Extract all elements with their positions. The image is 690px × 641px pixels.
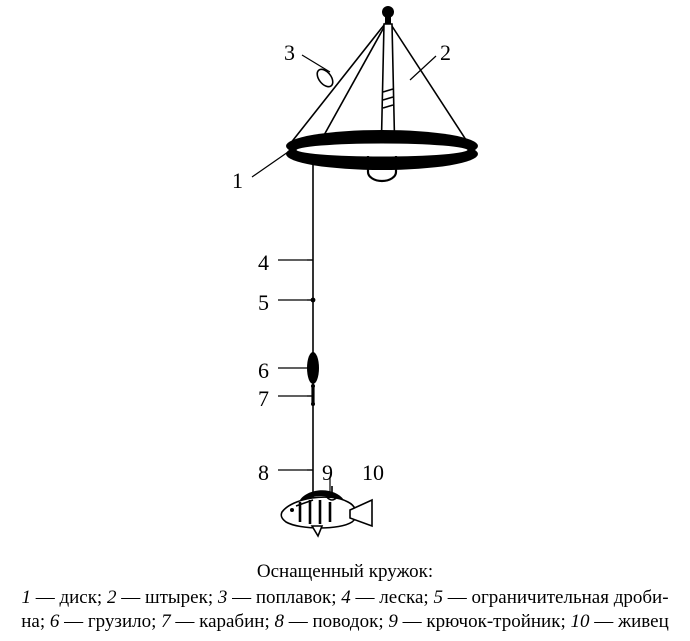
callout-4: 4 (258, 250, 269, 276)
callout-2: 2 (440, 40, 451, 66)
callout-5: 5 (258, 290, 269, 316)
caption-title: Оснащенный кружок: (12, 560, 678, 584)
caption: Оснащенный кружок: 1 — диск; 2 — штырек;… (0, 560, 690, 641)
callout-10: 10 (362, 460, 384, 486)
callout-8: 8 (258, 460, 269, 486)
callout-1: 1 (232, 168, 243, 194)
callout-9: 9 (322, 460, 333, 486)
caption-legend: 1 — диск; 2 — штырек; 3 — поплавок; 4 — … (21, 587, 669, 632)
diagram-canvas: 1 2 3 4 5 6 7 8 9 10 (0, 0, 690, 560)
callout-6: 6 (258, 358, 269, 384)
callout-7: 7 (258, 386, 269, 412)
callout-3: 3 (284, 40, 295, 66)
diagram-svg (0, 0, 690, 560)
